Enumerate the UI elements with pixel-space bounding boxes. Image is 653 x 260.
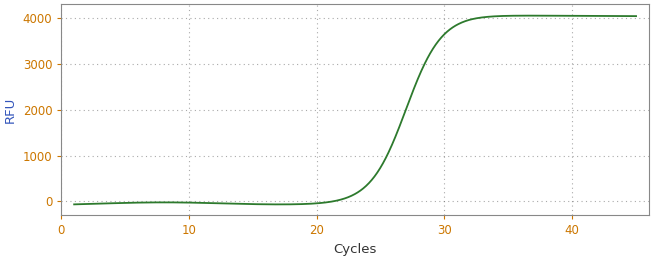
X-axis label: Cycles: Cycles [334, 243, 377, 256]
Y-axis label: RFU: RFU [4, 96, 17, 123]
